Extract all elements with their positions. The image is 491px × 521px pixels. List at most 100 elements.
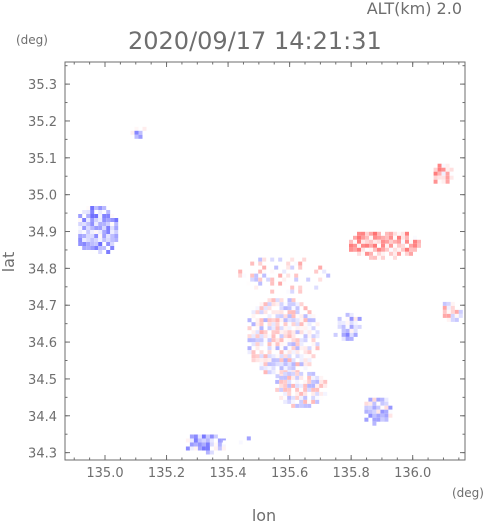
heatmap-cell [246, 281, 251, 286]
heatmap-cell [442, 309, 447, 314]
heatmap-cell [298, 265, 303, 270]
heatmap-cell [102, 206, 107, 210]
heatmap-cell [106, 230, 111, 234]
heatmap-cell [213, 442, 218, 447]
heatmap-cell [384, 409, 389, 414]
heatmap-cell [283, 358, 288, 363]
heatmap-cell [110, 246, 115, 250]
heatmap-cell [353, 235, 357, 240]
heatmap-cell [441, 167, 446, 172]
heatmap-cell [255, 326, 260, 331]
heatmap-cell [247, 318, 252, 323]
heatmap-cell [311, 318, 316, 323]
heatmap-cell [213, 434, 218, 439]
heatmap-cell [286, 273, 291, 278]
heatmap-cell [78, 242, 83, 246]
heatmap-cell [282, 269, 287, 274]
heatmap-cell [114, 218, 119, 222]
heatmap-cell [291, 362, 296, 367]
heatmap-cell [263, 366, 268, 371]
heatmap-cell [86, 242, 91, 246]
heatmap-cell [275, 326, 280, 331]
heatmap-cell [217, 442, 222, 447]
heatmap-cell [78, 226, 83, 230]
heatmap-cell [189, 438, 194, 443]
heatmap-cell [413, 239, 417, 244]
heatmap-cell [254, 277, 259, 282]
heatmap-cell [302, 257, 307, 262]
heatmap-cell [299, 354, 304, 359]
heatmap-cell [380, 417, 385, 422]
heatmap-cell [255, 342, 260, 347]
heatmap-cell [78, 230, 83, 234]
heatmap-cell [393, 251, 397, 256]
heatmap-cell [82, 210, 87, 214]
heatmap-cell [279, 326, 284, 331]
heatmap-cell [393, 231, 397, 236]
heatmap-cell [409, 247, 413, 252]
heatmap-cell [299, 314, 304, 319]
heatmap-cell [106, 242, 111, 246]
heatmap-cell [353, 316, 358, 321]
heatmap-cell [299, 362, 304, 367]
heatmap-cell [306, 277, 311, 282]
heatmap-cell [279, 346, 284, 351]
heatmap-cell [349, 239, 353, 244]
heatmap-cell [311, 371, 316, 376]
heatmap-cell [345, 320, 350, 325]
heatmap-cell [90, 246, 95, 250]
heatmap-cell [102, 230, 107, 234]
heatmap-cell [270, 269, 275, 274]
heatmap-cell [397, 251, 401, 256]
heatmap-cell [307, 330, 312, 335]
heatmap-cell [287, 330, 292, 335]
heatmap-cell [98, 246, 103, 250]
heatmap-cell [283, 346, 288, 351]
heatmap-cell [373, 231, 377, 236]
heatmap-cell [323, 391, 328, 396]
y-axis: 34.3 34.4 34.5 34.6 34.7 34.8 34.9 35.0 35.1 35.2… [28, 65, 465, 462]
altitude-label: ALT(km) 2.0 [367, 0, 462, 18]
heatmap-cell [259, 354, 264, 359]
heatmap-cell [205, 438, 210, 443]
heatmap-cell [271, 346, 276, 351]
heatmap-cell [197, 446, 202, 451]
heatmap-cell [271, 310, 276, 315]
heatmap-cell [267, 362, 272, 367]
heatmap-cell [385, 235, 389, 240]
heatmap-cell [251, 310, 256, 315]
heatmap-cell [283, 334, 288, 339]
heatmap-cell [255, 318, 260, 323]
heatmap-cell [90, 210, 95, 214]
heatmap-cell [283, 379, 288, 384]
y-tick-label: 34.6 [28, 336, 57, 351]
heatmap-cell [303, 350, 308, 355]
heatmap-cell [189, 442, 194, 447]
heatmap-cell [110, 238, 115, 242]
heatmap-cell [454, 309, 459, 314]
heatmap-cell [259, 330, 264, 335]
heatmap-cell [349, 320, 354, 325]
heatmap-cell [279, 350, 284, 355]
heatmap-cell [279, 370, 284, 375]
heatmap-cell [102, 238, 107, 242]
heatmap-cell [242, 273, 247, 278]
heatmap-cell [397, 235, 401, 240]
heatmap-cell [413, 235, 417, 240]
heatmap-cell [294, 277, 299, 282]
heatmap-cell [373, 235, 377, 240]
y-axis-label: lat [0, 252, 18, 273]
heatmap-cell [279, 383, 284, 388]
heatmap-cell [377, 235, 381, 240]
heatmap-cell [94, 242, 99, 246]
plot-frame [64, 61, 466, 461]
heatmap-cell [185, 446, 190, 451]
heatmap-cell [258, 261, 263, 266]
y-tick-label: 35.2 [28, 115, 57, 130]
heatmap-cell [380, 401, 385, 406]
heatmap-cell [349, 332, 354, 337]
heatmap-cell [287, 322, 292, 327]
heatmap-cell [381, 235, 385, 240]
heatmap-cell [311, 395, 316, 400]
heatmap-cell [377, 231, 381, 236]
